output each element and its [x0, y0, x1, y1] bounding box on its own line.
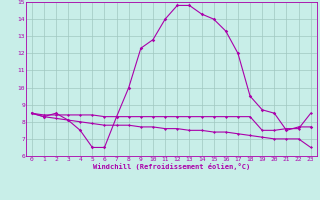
X-axis label: Windchill (Refroidissement éolien,°C): Windchill (Refroidissement éolien,°C)	[92, 163, 250, 170]
